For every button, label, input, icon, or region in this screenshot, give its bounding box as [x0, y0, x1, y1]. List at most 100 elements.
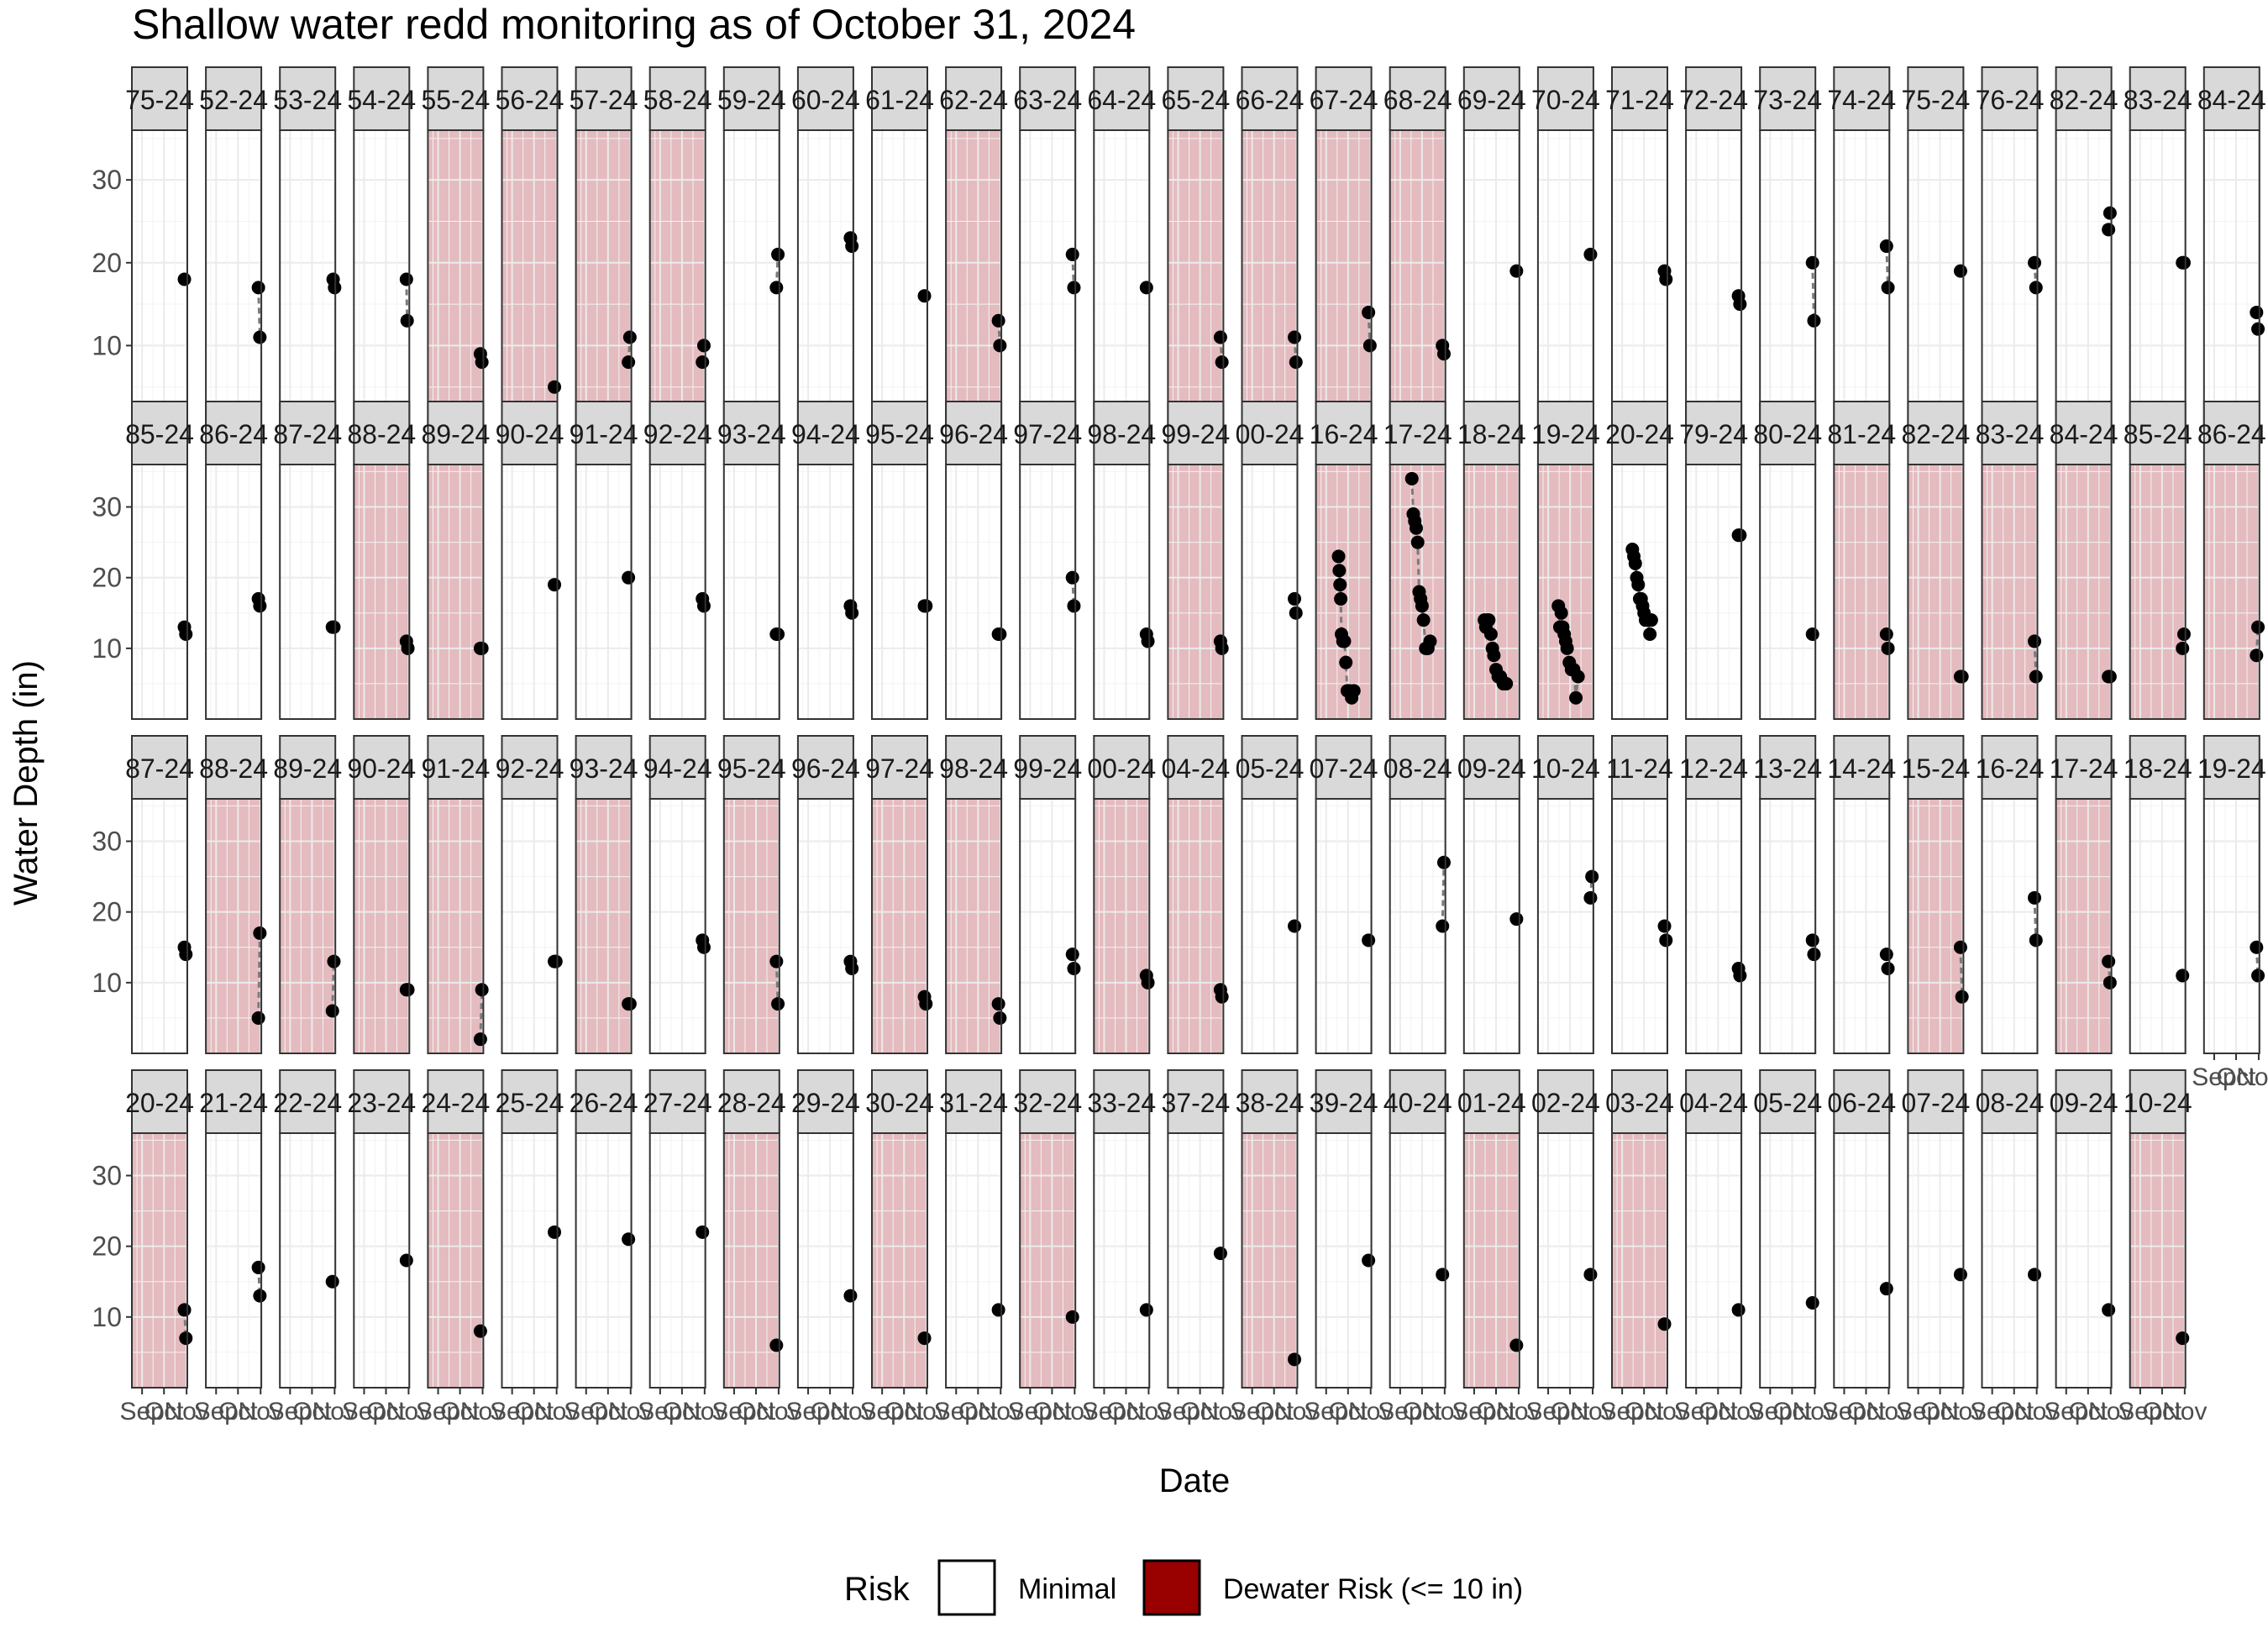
facet-strip: [945, 401, 1003, 465]
facet-panel: 84-24: [2197, 66, 2266, 429]
facet-strip: [1093, 735, 1151, 800]
facet-strip-label: 79-24: [1679, 419, 1748, 449]
x-tick-label: Nov: [1644, 1398, 1688, 1425]
facet-strip-label: 95-24: [865, 419, 934, 449]
data-point: [919, 599, 933, 613]
panel-background: [1612, 130, 1667, 428]
data-point: [251, 281, 265, 295]
data-point: [2028, 1268, 2042, 1282]
facet-panel: 92-24: [496, 735, 564, 1054]
data-point: [1404, 471, 1419, 486]
x-tick-label: Oct: [1625, 1398, 1664, 1425]
facet-panel: 04-24: [1679, 1069, 1748, 1389]
panel-background: [872, 465, 927, 719]
panel-background: [1982, 130, 2038, 428]
facet-strip: [1536, 66, 1594, 131]
facet-strip-label: 98-24: [1087, 419, 1156, 449]
facet-strip: [1389, 401, 1446, 465]
data-point: [1483, 627, 1498, 641]
data-point: [771, 997, 785, 1011]
data-point: [1334, 591, 1348, 606]
facet-panel: 26-24: [570, 1069, 638, 1389]
facet-strip: [1093, 401, 1151, 465]
panel-background-risk: [354, 465, 410, 719]
panel-background-risk: [2203, 465, 2260, 719]
data-point: [917, 1331, 932, 1346]
facet-panel: 25-24: [496, 1069, 564, 1389]
x-tick-label: Oct: [958, 1398, 998, 1425]
x-tick-label: Sep: [2118, 1398, 2162, 1425]
data-point: [2251, 322, 2265, 336]
panel-background-risk: [1242, 130, 1298, 428]
data-point: [2176, 627, 2191, 641]
panel-background: [1389, 1133, 1446, 1388]
facet-strip-label: 52-24: [199, 85, 268, 115]
x-tick-label: Sep: [2192, 1063, 2236, 1091]
panel-background: [1982, 1133, 2038, 1388]
x-tick-label: Nov: [682, 1398, 727, 1425]
data-point: [1879, 1282, 1893, 1296]
facet-strip-label: 24-24: [421, 1088, 490, 1118]
data-point: [253, 926, 267, 940]
panel-background: [132, 465, 187, 719]
facet-panel: 00-24: [1087, 735, 1156, 1054]
facet-strip-label: 13-24: [1753, 753, 1822, 784]
x-tick-label: Nov: [2162, 1398, 2207, 1425]
facet-strip: [575, 401, 633, 465]
x-axis-label: Date: [1159, 1462, 1231, 1499]
facet-strip: [1759, 401, 1817, 465]
data-point: [401, 641, 415, 655]
data-point: [1067, 962, 1081, 975]
facet-strip: [1462, 401, 1520, 465]
facet-strip: [205, 66, 263, 131]
facet-panel: 87-24: [273, 401, 342, 720]
panel-background: [1982, 799, 2038, 1053]
panel-grid: [1537, 130, 1594, 428]
facet-strip: [575, 66, 633, 131]
x-tick-label: Sep: [1230, 1398, 1274, 1425]
facet-strip: [871, 735, 928, 800]
x-tick-label: Nov: [1496, 1398, 1541, 1425]
facet-panel: 92-24: [643, 401, 712, 720]
facet-strip: [2202, 401, 2260, 465]
data-point: [1659, 272, 1673, 286]
facet-strip-label: 88-24: [199, 753, 268, 784]
data-point: [1583, 890, 1598, 905]
data-point: [1560, 641, 1574, 655]
facet-strip: [427, 735, 485, 800]
x-tick-label: Sep: [1896, 1398, 1940, 1425]
facet-strip: [1462, 66, 1520, 131]
facet-strip-label: 01-24: [1457, 1088, 1526, 1118]
facet-panel: 01-24: [1457, 1069, 1526, 1389]
facet-panel: 76-24: [1976, 66, 2044, 429]
facet-strip: [501, 66, 559, 131]
facet-panel: 91-24: [421, 735, 490, 1054]
data-point: [991, 313, 1005, 328]
data-point: [327, 954, 341, 969]
facet-panel: 65-24: [1161, 66, 1230, 429]
panel-background-risk: [428, 130, 484, 428]
y-tick-label: 30: [92, 1161, 122, 1191]
facet-strip-label: 89-24: [273, 753, 342, 784]
series-line: [479, 990, 484, 1040]
facet-strip: [1315, 1069, 1373, 1134]
panel-background-risk: [1908, 465, 1964, 719]
facet-strip-label: 07-24: [1901, 1088, 1970, 1118]
facet-panel: 58-24: [643, 66, 712, 429]
x-tick-label: Sep: [342, 1398, 386, 1425]
facet-panel: 09-24: [1457, 735, 1526, 1054]
panel-background: [1908, 130, 1964, 428]
facet-strip-label: 31-24: [939, 1088, 1008, 1118]
series-line: [2033, 897, 2038, 941]
facet-strip: [871, 66, 928, 131]
facet-strip-label: 93-24: [717, 419, 786, 449]
x-tick-label: Oct: [2217, 1063, 2256, 1091]
x-tick-label: Sep: [638, 1398, 682, 1425]
facet-strip: [1611, 401, 1668, 465]
facet-strip-label: 40-24: [1383, 1088, 1452, 1118]
facet-strip: [1241, 1069, 1299, 1134]
panel-background: [132, 799, 187, 1053]
x-tick-label: Nov: [2236, 1063, 2268, 1091]
facet-strip-label: 37-24: [1161, 1088, 1230, 1118]
data-point: [1289, 355, 1303, 370]
